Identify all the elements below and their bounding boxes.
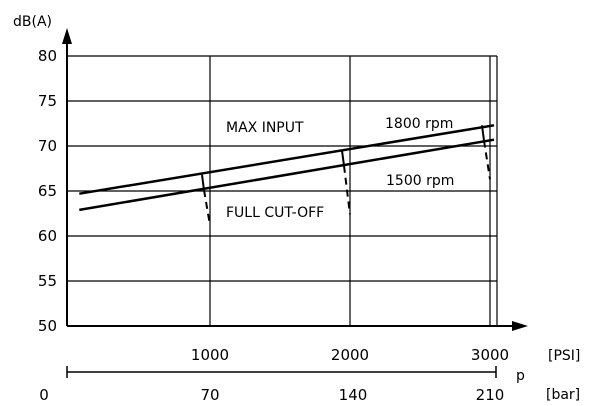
bar-tick-label-0: 0 xyxy=(39,386,49,404)
y-axis-label: dB(A) xyxy=(13,14,52,30)
axes: 50 55 60 65 70 75 80 1000 2000 3000 0 70 140 210 xyxy=(38,28,528,404)
cutoff-connector-3000 xyxy=(481,125,485,141)
x-axis-arrow xyxy=(512,321,528,331)
cutoff-dash-2000 xyxy=(343,165,351,215)
x-axis-symbol-p: p xyxy=(516,368,525,384)
annotation-full-cutoff: FULL CUT-OFF xyxy=(226,205,324,221)
y-tick-label-55: 55 xyxy=(38,272,57,290)
y-tick-label-70: 70 xyxy=(38,137,57,155)
y-tick-label-80: 80 xyxy=(38,47,57,65)
label-1500-rpm: 1500 rpm xyxy=(386,173,454,189)
annotation-max-input: MAX INPUT xyxy=(226,120,304,136)
series-line-1500-rpm xyxy=(79,138,495,212)
cutoff-connector-2000 xyxy=(341,150,345,166)
cutoff-dash-3000 xyxy=(483,140,491,180)
label-1800-rpm: 1800 rpm xyxy=(385,116,453,132)
series-lines xyxy=(79,124,495,212)
labels: dB(A) MAX INPUT FULL CUT-OFF 1800 rpm 15… xyxy=(13,14,580,403)
psi-tick-label-1000: 1000 xyxy=(191,346,229,364)
y-tick-label-65: 65 xyxy=(38,182,57,200)
psi-unit-label: [PSI] xyxy=(548,348,580,364)
cutoff-dash-1000 xyxy=(203,189,211,226)
bar-unit-label: [bar] xyxy=(546,387,580,403)
y-axis-arrow xyxy=(62,28,72,44)
y-tick-label-60: 60 xyxy=(38,227,57,245)
bar-tick-label-70: 70 xyxy=(200,386,219,404)
cutoff-connector-1000 xyxy=(201,174,205,191)
cutoff-drops xyxy=(201,125,491,226)
bar-tick-label-140: 140 xyxy=(339,386,368,404)
bar-tick-label-210: 210 xyxy=(476,386,505,404)
series-line-1800-rpm xyxy=(79,124,495,195)
psi-tick-label-2000: 2000 xyxy=(331,346,369,364)
y-tick-label-75: 75 xyxy=(38,92,57,110)
y-tick-label-50: 50 xyxy=(38,317,57,335)
psi-tick-label-3000: 3000 xyxy=(471,346,509,364)
grid xyxy=(67,55,498,326)
